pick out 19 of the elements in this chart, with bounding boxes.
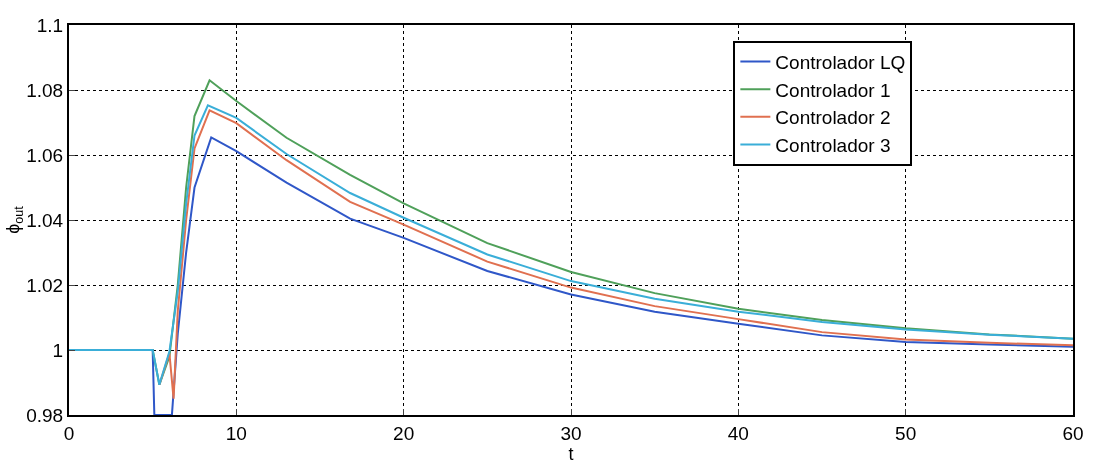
y-tick-label: 0.98 (26, 404, 64, 426)
legend-label: Controlador 3 (775, 134, 891, 156)
y-tick-label: 1.06 (26, 144, 64, 166)
x-tick-label: 20 (393, 422, 415, 444)
legend-label: Controlador LQ (775, 51, 906, 73)
x-tick-label: 40 (727, 422, 749, 444)
x-tick-label: 10 (225, 422, 247, 444)
x-tick-label: 30 (560, 422, 582, 444)
legend-label: Controlador 1 (775, 79, 891, 101)
x-tick-label: 50 (895, 422, 917, 444)
x-tick-label: 60 (1062, 422, 1084, 444)
x-tick-label: 0 (63, 422, 75, 444)
y-tick-label: 1.1 (36, 14, 64, 36)
y-tick-label: 1.08 (26, 79, 64, 101)
x-axis-title: t (568, 443, 574, 464)
y-tick-label: 1 (52, 339, 64, 361)
y-tick-label: 1.02 (26, 274, 64, 296)
y-tick-label: 1.04 (26, 209, 64, 231)
legend-label: Controlador 2 (775, 107, 891, 129)
